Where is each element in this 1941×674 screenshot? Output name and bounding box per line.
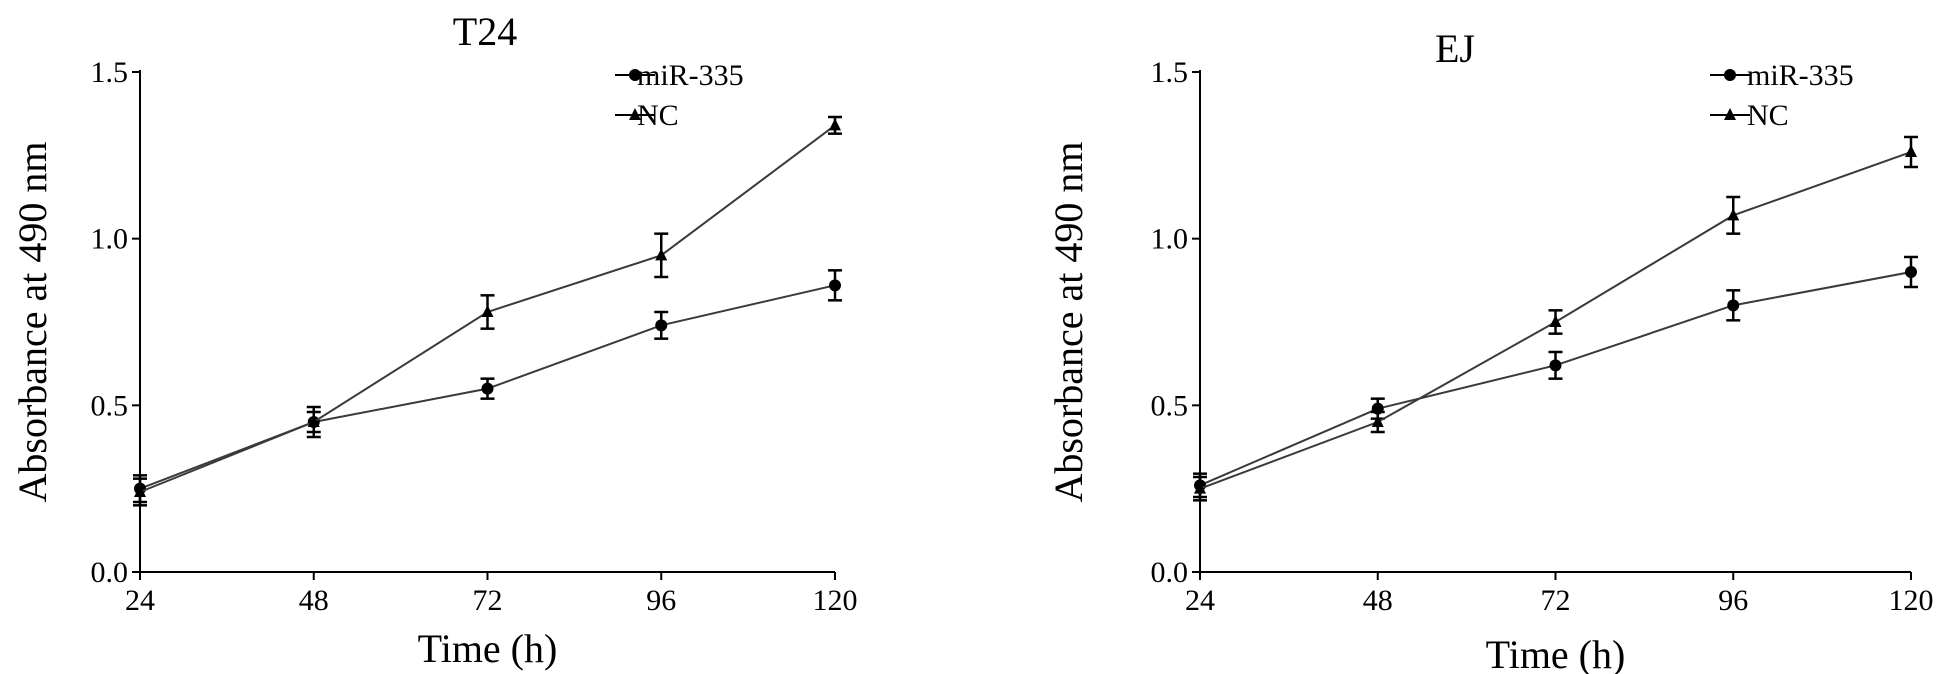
data-point (829, 118, 841, 131)
y-tick-label: 0.5 (91, 389, 129, 422)
y-tick-label: 0.5 (1151, 389, 1189, 422)
chart-title: EJ (1435, 26, 1475, 71)
series-circle (1193, 255, 1918, 499)
legend-marker (629, 108, 641, 120)
x-tick-label: 24 (125, 584, 155, 617)
x-tick-label: 48 (299, 584, 329, 617)
legend-label: NC (637, 99, 679, 132)
chart-1: EJ 0.0 0.5 1.0 1.5 24 48 72 96 120 Time (h) Absorba… (1046, 26, 1934, 674)
data-point (1194, 481, 1206, 494)
x-axis-label: Time (h) (418, 626, 558, 671)
data-point (1371, 415, 1384, 427)
x-axis-label: Time (h) (1486, 632, 1626, 674)
x-tick-label: 24 (1185, 584, 1215, 617)
data-point (1905, 266, 1917, 278)
x-tick-label: 120 (813, 584, 858, 617)
data-point (829, 279, 841, 292)
legend: miR-335 NC (615, 59, 744, 132)
chart-0: T24 0.0 0.5 1.0 1.5 24 48 72 96 120 Time (h) Absorb… (10, 9, 858, 671)
x-tick-label: 72 (1541, 584, 1571, 617)
data-point (655, 319, 668, 332)
y-axis-label: Absorbance at 490 nm (10, 141, 55, 502)
legend-label: miR-335 (637, 59, 744, 92)
y-tick-label: 1.5 (91, 56, 129, 89)
x-tick-label: 96 (646, 584, 676, 617)
legend: miR-335 NC (1710, 59, 1854, 132)
y-tick-label: 1.0 (91, 223, 129, 256)
x-tick-label: 120 (1889, 584, 1934, 617)
data-point (1727, 208, 1740, 221)
data-point (481, 305, 494, 317)
data-point (1549, 359, 1562, 372)
series-triangle (133, 115, 842, 507)
legend-label: miR-335 (1747, 59, 1854, 92)
series-triangle (1193, 135, 1918, 502)
y-tick-label: 0.0 (1151, 556, 1189, 589)
data-point (134, 485, 146, 497)
data-point (481, 382, 494, 395)
legend-marker (629, 69, 641, 81)
y-axis-label: Absorbance at 490 nm (1046, 141, 1091, 502)
legend-marker (1724, 108, 1736, 120)
data-point (1905, 145, 1917, 157)
x-tick-label: 72 (473, 584, 503, 617)
data-point (307, 415, 320, 427)
y-tick-label: 1.5 (1151, 56, 1189, 89)
x-tick-label: 48 (1363, 584, 1393, 617)
x-tick-label: 96 (1718, 584, 1748, 617)
legend-marker (1724, 69, 1736, 81)
legend-label: NC (1747, 99, 1789, 132)
y-tick-label: 0.0 (91, 556, 129, 589)
chart-title: T24 (453, 9, 517, 54)
data-point (655, 248, 668, 261)
data-point (1549, 315, 1562, 327)
y-tick-label: 1.0 (1151, 223, 1189, 256)
data-point (1727, 299, 1740, 312)
